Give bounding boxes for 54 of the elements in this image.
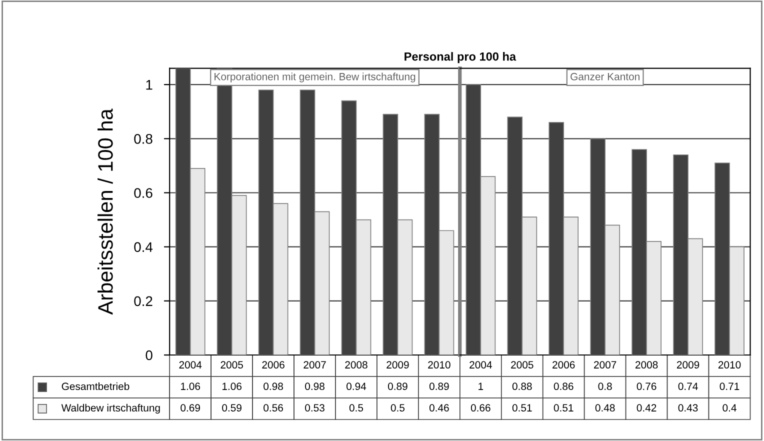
x-tick-label: 2010 <box>428 361 450 369</box>
x-tick-label: 2004 <box>179 361 202 369</box>
data-label: 0.56 <box>264 404 283 412</box>
data-label: 0.8 <box>598 382 612 390</box>
annotation: Ganzer Kanton <box>570 72 640 80</box>
x-tick-label: 2005 <box>220 361 243 369</box>
x-tick-label: 2004 <box>470 361 492 369</box>
legend-label: Gesamtbetrieb <box>62 382 130 390</box>
y-tick-label: 0.4 <box>134 242 153 252</box>
data-label: 0.66 <box>470 404 490 412</box>
x-tick-label: 2006 <box>262 361 284 369</box>
y-axis-title: Arbeitsstellen / 100 ha <box>98 108 113 315</box>
data-label: 0.46 <box>429 404 449 412</box>
y-tick-label: 1 <box>146 80 152 90</box>
y-tick-label: 0.6 <box>134 188 152 198</box>
data-label: 0.51 <box>554 404 574 412</box>
data-label: 0.74 <box>678 382 698 390</box>
data-label: 0.53 <box>305 404 324 412</box>
data-label: 0.5 <box>390 404 405 412</box>
x-tick-label: 2007 <box>304 361 326 369</box>
data-label: 0.86 <box>554 382 574 390</box>
data-label: 0.43 <box>678 404 698 412</box>
data-label: 1.06 <box>181 382 200 390</box>
data-label: 0.5 <box>349 404 364 412</box>
data-label: 0.76 <box>636 382 656 390</box>
annotation: Korporationen mit gemein. Bew irtschaftung <box>214 72 416 82</box>
y-tick-label: 0.8 <box>134 134 152 144</box>
data-label: 0.88 <box>512 382 532 390</box>
x-tick-label: 2005 <box>511 361 534 369</box>
x-tick-label: 2008 <box>345 361 368 369</box>
data-label: 0.98 <box>264 382 283 390</box>
legend-label: Waldbew irtschaftung <box>61 404 160 414</box>
data-label: 0.89 <box>388 382 408 390</box>
y-tick-label: 0 <box>146 350 152 360</box>
x-tick-label: 2009 <box>386 361 409 369</box>
data-label: 0.69 <box>180 404 200 412</box>
chart-title: Personal pro 100 ha <box>404 52 516 64</box>
data-label: 0.94 <box>346 382 366 390</box>
data-label: 1.06 <box>222 382 242 390</box>
data-label: 1 <box>478 382 484 390</box>
data-label: 0.71 <box>720 382 740 390</box>
data-label: 0.4 <box>722 404 736 412</box>
data-label: 0.98 <box>305 382 324 390</box>
data-label: 0.42 <box>636 404 656 412</box>
x-tick-label: 2009 <box>676 361 700 369</box>
data-label: 0.51 <box>512 404 532 412</box>
x-tick-label: 2010 <box>718 361 741 369</box>
data-label: 0.59 <box>222 404 242 412</box>
x-tick-label: 2007 <box>594 361 616 369</box>
x-tick-label: 2008 <box>636 361 658 369</box>
data-label: 0.48 <box>595 404 615 412</box>
x-tick-label: 2006 <box>552 361 575 369</box>
data-label: 0.89 <box>429 382 449 390</box>
y-tick-label: 0.2 <box>134 296 152 306</box>
